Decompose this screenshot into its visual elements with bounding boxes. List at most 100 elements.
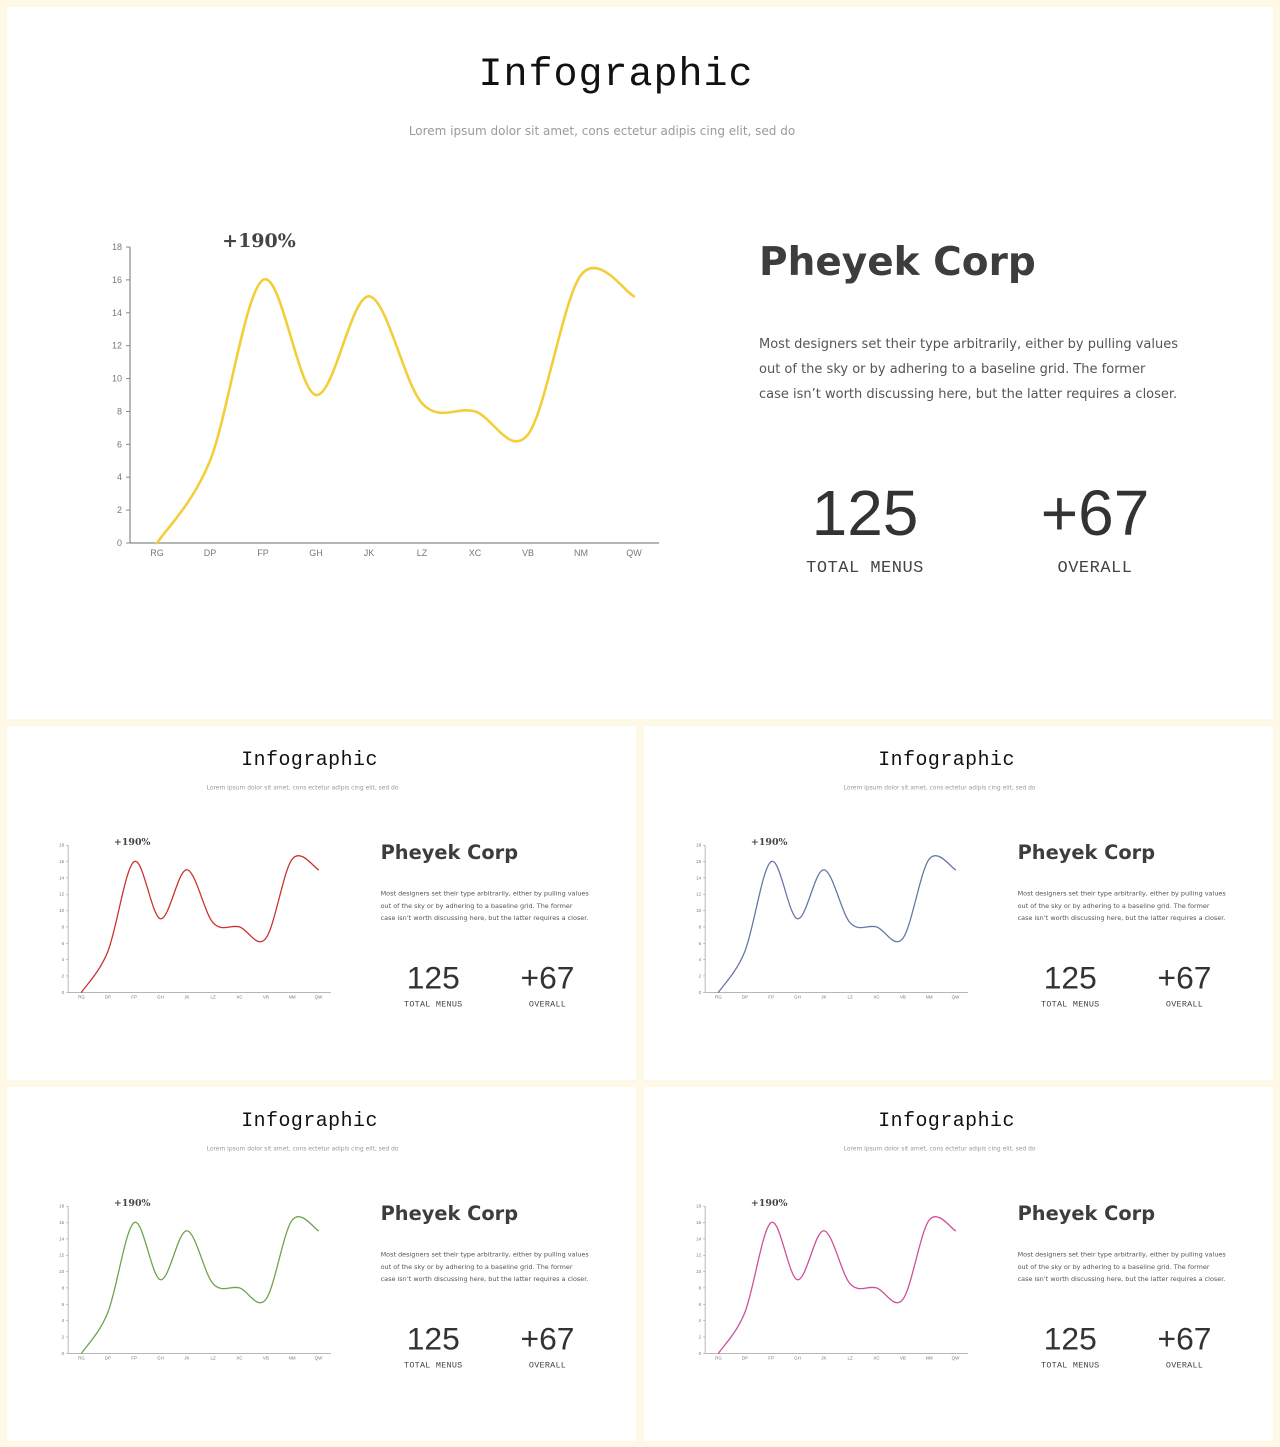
data-point: [81, 1352, 83, 1354]
slide-pink: Infographic Lorem ipsum dolor sit amet, …: [644, 1087, 1273, 1441]
x-tick-label: XC: [469, 548, 482, 558]
slide-subtitle: Lorem ipsum dolor sit amet, cons ectetur…: [408, 124, 796, 138]
slide-inner: Infographic Lorem ipsum dolor sit amet, …: [7, 1087, 636, 1441]
y-tick-label: 4: [117, 472, 122, 482]
stat-value: 125: [811, 477, 919, 549]
x-tick-label: DP: [204, 548, 217, 558]
x-tick-label: XC: [236, 995, 243, 1000]
y-tick-label: 0: [62, 1351, 65, 1356]
line-chart: 0 2 4 6 8 10 12 14 16 18 RG DP FP GH JK LZ XC VB NM QW +190%: [696, 837, 968, 1000]
data-point: [239, 1287, 241, 1289]
stat-value: +67: [520, 959, 575, 996]
line-chart: 0 2 4 6 8 10 12 14 16 18 RG DP FP GH JK LZ XC VB NM QW +190%: [112, 230, 659, 558]
line-chart: 0 2 4 6 8 10 12 14 16 18 RG DP FP GH JK LZ XC VB NM QW +190%: [696, 1198, 968, 1361]
slide-main: Infographic Lorem ipsum dolor sit amet, …: [7, 7, 1273, 719]
y-tick-label: 14: [112, 308, 122, 318]
line-chart: 0 2 4 6 8 10 12 14 16 18 RG DP FP GH JK LZ XC VB NM QW +190%: [59, 837, 331, 1000]
stat-value: 125: [406, 959, 460, 996]
stat-label: OVERALL: [1057, 559, 1133, 578]
data-point: [133, 1222, 135, 1224]
x-tick-label: VB: [263, 1356, 269, 1361]
y-tick-label: 12: [696, 892, 701, 897]
line-chart: 0 2 4 6 8 10 12 14 16 18 RG DP FP GH JK LZ XC VB NM QW +190%: [59, 1198, 331, 1361]
data-point: [133, 861, 135, 863]
y-tick-label: 10: [112, 374, 122, 384]
x-tick-label: NM: [289, 995, 296, 1000]
data-point: [420, 401, 424, 405]
x-tick-label: DP: [105, 995, 111, 1000]
y-tick-label: 0: [62, 990, 65, 995]
x-tick-label: XC: [873, 1356, 880, 1361]
x-tick-label: QW: [626, 548, 642, 558]
x-tick-label: LZ: [417, 548, 428, 558]
y-tick-label: 2: [699, 1334, 702, 1339]
series-line: [80, 1216, 320, 1354]
data-point: [823, 1230, 825, 1232]
x-tick-label: XC: [873, 995, 880, 1000]
slide-inner: Infographic Lorem ipsum dolor sit amet, …: [644, 726, 1273, 1080]
y-tick-label: 2: [117, 505, 122, 515]
x-tick-label: QW: [315, 1356, 323, 1361]
y-tick-label: 8: [62, 1285, 65, 1290]
company-description: Most designers set their type arbitraril…: [380, 1250, 589, 1284]
stat-total-menus: 125 TOTAL MENUS: [1016, 959, 1125, 1009]
growth-annotation: +190%: [751, 1198, 788, 1209]
y-tick-label: 8: [699, 924, 702, 929]
data-point: [107, 1311, 109, 1313]
y-tick-label: 18: [112, 242, 122, 252]
x-tick-label: QW: [952, 995, 960, 1000]
slide-subtitle: Lorem ipsum dolor sit amet, cons ectetur…: [843, 784, 1036, 792]
stat-overall: +67 OVERALL: [493, 959, 602, 1009]
x-tick-label: LZ: [848, 1356, 853, 1361]
x-tick-label: LZ: [848, 995, 853, 1000]
stat-label: TOTAL MENUS: [1041, 1000, 1100, 1010]
stat-label: OVERALL: [528, 1361, 567, 1371]
company-description: Most designers set their type arbitraril…: [759, 337, 1178, 402]
data-point: [849, 922, 851, 924]
slide-inner: Infographic Lorem ipsum dolor sit amet, …: [7, 7, 1273, 719]
data-point: [208, 459, 212, 463]
y-tick-label: 16: [696, 859, 701, 864]
x-tick-label: GH: [794, 995, 801, 1000]
stat-label: OVERALL: [528, 1000, 567, 1010]
data-point: [718, 991, 720, 993]
series-line: [717, 1216, 957, 1354]
y-tick-label: 4: [699, 1318, 702, 1323]
x-tick-label: FP: [257, 548, 269, 558]
x-tick-label: GH: [157, 995, 164, 1000]
data-point: [718, 1352, 720, 1354]
y-tick-label: 16: [59, 1220, 64, 1225]
x-tick-label: VB: [900, 1356, 906, 1361]
data-point: [744, 1311, 746, 1313]
stat-label: TOTAL MENUS: [806, 559, 924, 578]
slide-blue: Infographic Lorem ipsum dolor sit amet, …: [644, 726, 1273, 1080]
data-point: [876, 1287, 878, 1289]
stat-value: 125: [1043, 959, 1097, 996]
y-tick-label: 6: [699, 1302, 702, 1307]
company-name: Pheyek Corp: [1017, 1202, 1156, 1226]
x-tick-label: FP: [131, 995, 137, 1000]
data-point: [291, 858, 293, 860]
x-tick-label: NM: [574, 548, 588, 558]
x-tick-label: FP: [131, 1356, 137, 1361]
stat-label: TOTAL MENUS: [1041, 1361, 1100, 1371]
data-point: [212, 1283, 214, 1285]
data-point: [107, 950, 109, 952]
data-point: [526, 432, 530, 436]
growth-annotation: +190%: [222, 230, 296, 252]
x-tick-label: LZ: [211, 1356, 216, 1361]
y-tick-label: 12: [59, 1253, 64, 1258]
y-tick-label: 4: [699, 957, 702, 962]
y-tick-label: 14: [696, 1236, 701, 1241]
y-tick-label: 14: [59, 1236, 64, 1241]
x-tick-label: DP: [742, 1356, 748, 1361]
y-tick-label: 10: [59, 1269, 64, 1274]
x-tick-label: DP: [105, 1356, 111, 1361]
company-name: Pheyek Corp: [380, 841, 519, 865]
growth-annotation: +190%: [114, 1198, 151, 1209]
y-tick-label: 18: [696, 1204, 701, 1209]
y-tick-label: 12: [112, 341, 122, 351]
slide-subtitle: Lorem ipsum dolor sit amet, cons ectetur…: [206, 784, 399, 792]
slide-subtitle: Lorem ipsum dolor sit amet, cons ectetur…: [843, 1145, 1036, 1153]
data-point: [955, 1230, 957, 1232]
